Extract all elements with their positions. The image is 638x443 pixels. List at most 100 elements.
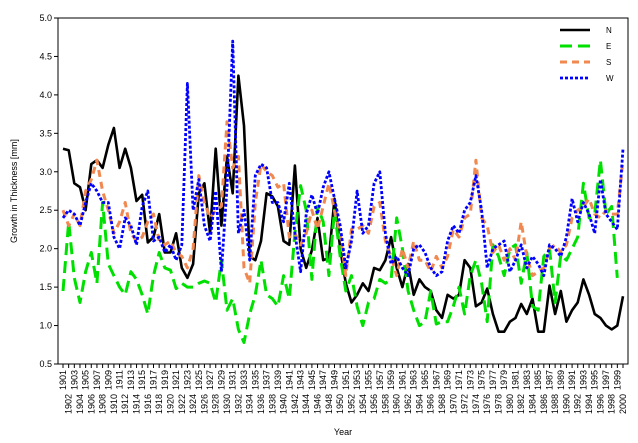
x-tick-label: 1942 [290, 394, 300, 414]
x-tick-label: 1941 [284, 370, 294, 390]
legend-label-w: W [606, 74, 614, 83]
x-tick-label: 1949 [330, 370, 340, 390]
x-tick-label: 1983 [522, 370, 532, 390]
x-tick-label: 1956 [369, 394, 379, 414]
x-tick-label: 1954 [358, 394, 368, 414]
x-tick-label: 1922 [177, 394, 187, 414]
legend-label-e: E [606, 42, 611, 51]
y-axis-ticks: 0.5 1.0 1.5 2.0 2.5 3.0 3.5 4.0 4.5 5.0 [39, 13, 58, 369]
legend-label-n: N [606, 26, 612, 35]
x-tick-label: 1975 [477, 370, 487, 390]
x-tick-label: 1906 [86, 394, 96, 414]
x-tick-label: 1970 [448, 394, 458, 414]
x-tick-label: 1905 [81, 370, 91, 390]
x-tick-label: 1919 [160, 370, 170, 390]
x-tick-label: 1979 [499, 370, 509, 390]
y-tick-label: 3.5 [39, 128, 52, 138]
x-tick-label: 1937 [262, 370, 272, 390]
x-tick-label: 1912 [120, 394, 130, 414]
y-tick-label: 1.0 [39, 321, 52, 331]
x-tick-label: 1953 [352, 370, 362, 390]
x-tick-label: 1963 [409, 370, 419, 390]
x-tick-label: 1976 [482, 394, 492, 414]
x-tick-label: 1917 [149, 370, 159, 390]
y-axis-title: Growth in Thickness [mm] [9, 139, 19, 243]
x-tick-label: 1902 [64, 394, 74, 414]
x-tick-label: 1998 [607, 394, 617, 414]
x-tick-label: 1960 [392, 394, 402, 414]
x-tick-label: 1931 [228, 370, 238, 390]
x-tick-label: 1977 [488, 370, 498, 390]
x-tick-label: 1910 [109, 394, 119, 414]
x-tick-label: 1959 [386, 370, 396, 390]
x-tick-label: 1955 [363, 370, 373, 390]
x-tick-label: 1951 [341, 370, 351, 390]
x-tick-label: 1932 [233, 394, 243, 414]
x-tick-label: 1969 [443, 370, 453, 390]
x-tick-label: 1913 [126, 370, 136, 390]
x-tick-label: 1907 [92, 370, 102, 390]
x-tick-label: 1909 [103, 370, 113, 390]
x-tick-label: 1936 [256, 394, 266, 414]
x-tick-label: 1973 [465, 370, 475, 390]
x-tick-label: 1924 [188, 394, 198, 414]
x-axis-title: Year [334, 427, 352, 437]
x-tick-label: 1991 [567, 370, 577, 390]
x-tick-label: 1928 [211, 394, 221, 414]
y-tick-label: 5.0 [39, 13, 52, 23]
x-tick-label: 1985 [533, 370, 543, 390]
x-tick-label: 1988 [550, 394, 560, 414]
x-tick-label: 1945 [307, 370, 317, 390]
x-tick-label: 1989 [556, 370, 566, 390]
x-tick-label: 1946 [313, 394, 323, 414]
x-tick-label: 1943 [296, 370, 306, 390]
x-tick-label: 1948 [324, 394, 334, 414]
x-tick-label: 1911 [115, 370, 125, 389]
x-tick-label: 1965 [420, 370, 430, 390]
x-tick-label: 1903 [69, 370, 79, 390]
x-tick-label: 1927 [205, 370, 215, 390]
x-tick-label: 1972 [460, 394, 470, 414]
x-tick-label: 1915 [137, 370, 147, 390]
x-tick-label: 1996 [595, 394, 605, 414]
x-tick-label: 1986 [539, 394, 549, 414]
x-tick-label: 1964 [414, 394, 424, 414]
x-tick-label: 1978 [494, 394, 504, 414]
x-tick-label: 1987 [544, 370, 554, 390]
x-tick-label: 1918 [154, 394, 164, 414]
x-tick-label: 1929 [216, 370, 226, 390]
x-tick-label: 1974 [471, 394, 481, 414]
x-tick-label: 1966 [426, 394, 436, 414]
x-tick-label: 1984 [527, 394, 537, 414]
x-tick-label: 1901 [58, 370, 68, 390]
x-tick-label: 1933 [239, 370, 249, 390]
x-tick-label: 1934 [245, 394, 255, 414]
x-tick-label: 1938 [267, 394, 277, 414]
x-tick-label: 1940 [279, 394, 289, 414]
y-tick-label: 1.5 [39, 282, 52, 292]
legend-label-s: S [606, 58, 611, 67]
x-tick-label: 1923 [182, 370, 192, 390]
x-tick-label: 1990 [561, 394, 571, 414]
y-tick-label: 3.0 [39, 167, 52, 177]
plot-area [57, 17, 629, 365]
x-tick-label: 1962 [403, 394, 413, 414]
x-tick-label: 1944 [301, 394, 311, 414]
plot-frame [57, 17, 629, 365]
x-tick-label: 1997 [601, 370, 611, 390]
x-axis-ticks: 1901 1902 1903 1904 1905 1906 1907 1908 1909 1910… [58, 364, 628, 414]
x-tick-label: 1920 [165, 394, 175, 414]
x-tick-label: 1916 [143, 394, 153, 414]
x-tick-label: 2000 [618, 394, 628, 414]
y-tick-label: 4.5 [39, 51, 52, 61]
x-tick-label: 1921 [171, 370, 181, 390]
series-group [61, 39, 625, 344]
x-tick-label: 1935 [250, 370, 260, 390]
y-tick-label: 4.0 [39, 90, 52, 100]
series-line-w [61, 39, 625, 277]
x-tick-label: 1958 [380, 394, 390, 414]
x-tick-label: 1904 [75, 394, 85, 414]
x-tick-label: 1967 [431, 370, 441, 390]
x-tick-label: 1982 [516, 394, 526, 414]
